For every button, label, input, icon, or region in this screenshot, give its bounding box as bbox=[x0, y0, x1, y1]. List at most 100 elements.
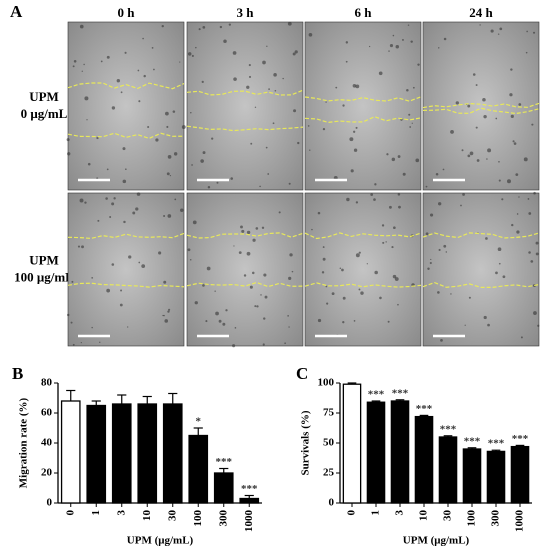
cell-speck bbox=[345, 60, 348, 63]
cell-speck bbox=[187, 248, 191, 252]
bar bbox=[162, 403, 183, 504]
cell-speck bbox=[211, 137, 214, 140]
cell-speck bbox=[120, 91, 123, 94]
cell-speck bbox=[397, 303, 399, 306]
cell-speck bbox=[137, 69, 140, 72]
cell-speck bbox=[438, 47, 440, 49]
cell-speck bbox=[215, 311, 219, 316]
cell-speck bbox=[163, 314, 165, 317]
cell-speck bbox=[84, 96, 89, 101]
cell-speck bbox=[475, 126, 478, 129]
cell-speck bbox=[246, 230, 251, 235]
wound-edge bbox=[304, 232, 422, 240]
cell-speck bbox=[331, 292, 335, 296]
cell-speck bbox=[72, 65, 75, 68]
cell-speck bbox=[339, 267, 342, 270]
cell-speck bbox=[164, 319, 169, 323]
cell-speck bbox=[73, 60, 77, 63]
cell-speck bbox=[358, 288, 361, 291]
cell-speck bbox=[123, 220, 126, 224]
cell-speck bbox=[495, 117, 498, 120]
column-header: 3 h bbox=[237, 5, 255, 20]
cell-speck bbox=[346, 197, 350, 202]
y-tick-label: 20 bbox=[41, 467, 53, 479]
significance: *** bbox=[216, 456, 233, 468]
cell-speck bbox=[387, 320, 390, 323]
cell-speck bbox=[111, 263, 115, 266]
cell-speck bbox=[113, 197, 116, 200]
cell-speck bbox=[292, 52, 296, 56]
cell-speck bbox=[246, 251, 251, 256]
cell-speck bbox=[243, 274, 247, 277]
cell-speck bbox=[450, 129, 454, 134]
cell-speck bbox=[284, 342, 286, 345]
cell-speck bbox=[341, 268, 344, 272]
cell-speck bbox=[191, 54, 194, 57]
cell-speck bbox=[355, 84, 360, 89]
cell-speck bbox=[425, 232, 429, 236]
cell-speck bbox=[181, 125, 186, 129]
bar bbox=[137, 403, 158, 504]
cell-speck bbox=[393, 226, 396, 230]
cell-speck bbox=[167, 310, 170, 313]
cell-speck bbox=[388, 50, 390, 52]
cell-speck bbox=[385, 241, 387, 243]
micrograph bbox=[422, 192, 540, 347]
cell-speck bbox=[429, 213, 434, 217]
y-tick-label: 100 bbox=[318, 377, 335, 389]
cell-speck bbox=[288, 326, 290, 328]
cell-speck bbox=[246, 85, 250, 89]
cell-speck bbox=[533, 311, 537, 315]
cell-speck bbox=[516, 230, 520, 234]
cell-speck bbox=[289, 253, 293, 257]
cell-speck bbox=[402, 172, 406, 176]
cell-speck bbox=[173, 152, 178, 156]
x-tick-label: 100 bbox=[466, 510, 478, 527]
cell-speck bbox=[287, 21, 292, 26]
cell-speck bbox=[233, 245, 235, 247]
cell-speck bbox=[490, 29, 494, 33]
cell-speck bbox=[412, 86, 415, 89]
cell-speck bbox=[530, 260, 534, 263]
bar bbox=[414, 415, 434, 504]
micrograph bbox=[67, 21, 185, 191]
cell-speck bbox=[537, 324, 540, 327]
wound-edge bbox=[186, 232, 304, 239]
cell-speck bbox=[525, 51, 528, 54]
cell-speck bbox=[533, 191, 536, 195]
cell-speck bbox=[502, 275, 506, 279]
cell-speck bbox=[232, 344, 236, 348]
cell-speck bbox=[487, 148, 492, 153]
cell-speck bbox=[460, 204, 462, 207]
cell-speck bbox=[264, 295, 268, 299]
bar bbox=[366, 401, 386, 504]
cell-speck bbox=[520, 336, 523, 339]
bar bbox=[188, 434, 209, 504]
cell-speck bbox=[430, 258, 432, 261]
cell-speck bbox=[124, 51, 127, 54]
cell-speck bbox=[71, 280, 74, 283]
cell-speck bbox=[509, 93, 513, 97]
x-tick-label: 10 bbox=[418, 510, 430, 522]
cell-speck bbox=[368, 45, 371, 48]
cell-speck bbox=[106, 168, 109, 171]
cell-speck bbox=[223, 39, 227, 44]
cell-speck bbox=[497, 247, 502, 252]
cell-speck bbox=[379, 296, 382, 300]
cell-speck bbox=[450, 293, 452, 295]
panel-label: C bbox=[296, 364, 308, 383]
cell-speck bbox=[166, 125, 169, 128]
cell-speck bbox=[425, 185, 428, 188]
row-label: 100 μg/mL bbox=[14, 269, 74, 284]
cell-speck bbox=[194, 301, 198, 305]
cell-speck bbox=[437, 291, 440, 294]
row-label: UPM bbox=[29, 89, 59, 104]
cell-speck bbox=[255, 227, 259, 230]
cell-speck bbox=[476, 159, 480, 162]
cell-speck bbox=[251, 271, 255, 275]
wound-edge bbox=[422, 232, 540, 239]
cell-speck bbox=[195, 46, 197, 49]
cell-speck bbox=[163, 214, 166, 218]
y-tick-label: 50 bbox=[323, 437, 335, 449]
cell-speck bbox=[278, 211, 281, 214]
